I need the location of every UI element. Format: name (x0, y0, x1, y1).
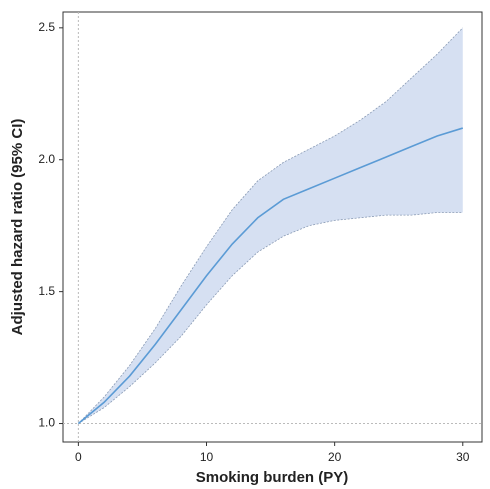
plot-frame (62, 11, 483, 443)
line (77, 127, 464, 425)
ci-bound (78, 27, 464, 424)
y-tick-label: 2.0 (38, 152, 55, 166)
y-tick-label: 1.0 (38, 416, 55, 430)
y-tick-label: 1.5 (38, 284, 55, 298)
ci-bound (78, 212, 463, 424)
y-tick-label: 2.5 (38, 20, 55, 34)
confidence-band (78, 27, 463, 424)
x-tick-label: 10 (200, 450, 214, 464)
x-axis-title: Smoking burden (PY) (196, 469, 349, 486)
y-axis-title: Adjusted hazard ratio (95% CI) (9, 119, 26, 336)
x-tick-label: 0 (75, 450, 82, 464)
x-tick-label: 20 (328, 450, 342, 464)
x-tick-label: 30 (456, 450, 470, 464)
